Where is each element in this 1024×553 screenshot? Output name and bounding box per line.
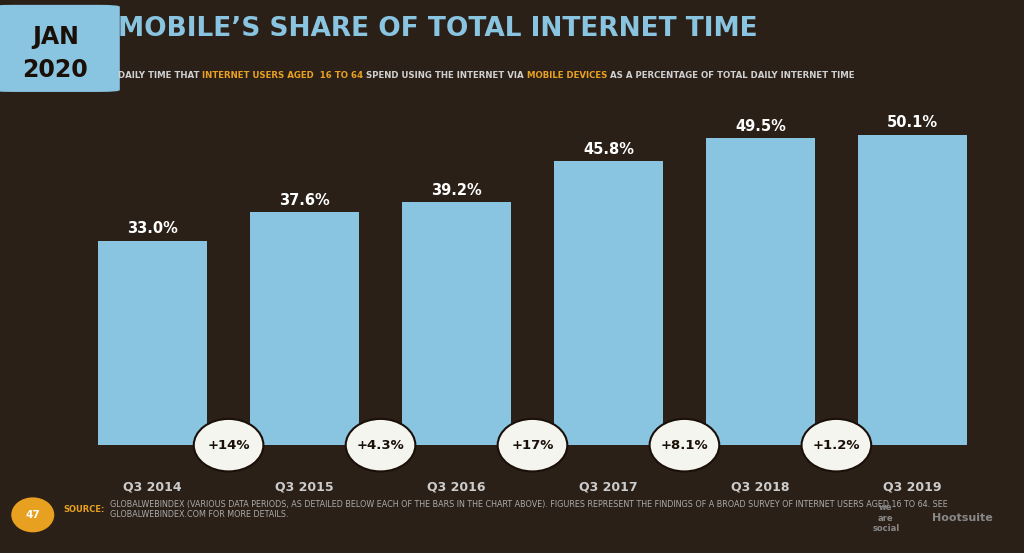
Text: DAILY TIME THAT: DAILY TIME THAT [118,71,203,80]
Text: SOURCE:: SOURCE: [63,505,104,514]
Text: +17%: +17% [511,439,554,452]
Text: INTERNET USERS AGED  16 TO 64: INTERNET USERS AGED 16 TO 64 [203,71,364,80]
Text: 49.5%: 49.5% [735,119,785,134]
Text: +8.1%: +8.1% [660,439,709,452]
Bar [98,241,207,445]
Text: JAN: JAN [32,25,79,49]
Text: Q3 2016: Q3 2016 [427,480,485,493]
Bar [401,202,511,445]
Text: 45.8%: 45.8% [583,142,634,157]
Text: SPEND USING THE INTERNET VIA: SPEND USING THE INTERNET VIA [364,71,527,80]
Text: Q3 2014: Q3 2014 [123,480,182,493]
Text: +14%: +14% [207,439,250,452]
Text: 37.6%: 37.6% [280,193,330,208]
Bar [554,161,664,445]
Text: 2020: 2020 [23,58,88,82]
Text: AS A PERCENTAGE OF TOTAL DAILY INTERNET TIME: AS A PERCENTAGE OF TOTAL DAILY INTERNET … [607,71,855,80]
Text: Q3 2019: Q3 2019 [883,480,942,493]
Text: +4.3%: +4.3% [356,439,404,452]
Text: Q3 2017: Q3 2017 [580,480,638,493]
Bar [858,135,967,445]
Text: +1.2%: +1.2% [813,439,860,452]
Text: 39.2%: 39.2% [431,183,482,198]
FancyBboxPatch shape [0,5,120,92]
Bar [706,138,815,445]
Ellipse shape [11,497,54,533]
Text: 33.0%: 33.0% [127,221,178,236]
Text: Q3 2018: Q3 2018 [731,480,790,493]
Text: MOBILE DEVICES: MOBILE DEVICES [527,71,607,80]
Bar [250,212,359,445]
Text: we
are
social: we are social [872,503,899,533]
Text: Q3 2015: Q3 2015 [275,480,334,493]
Text: 47: 47 [26,510,40,520]
Text: 50.1%: 50.1% [887,116,938,131]
Text: Hootsuite: Hootsuite [932,513,993,523]
Text: GLOBALWEBINDEX (VARIOUS DATA PERIODS, AS DETAILED BELOW EACH OF THE BARS IN THE : GLOBALWEBINDEX (VARIOUS DATA PERIODS, AS… [110,500,947,519]
Text: MOBILE’S SHARE OF TOTAL INTERNET TIME: MOBILE’S SHARE OF TOTAL INTERNET TIME [118,16,758,42]
